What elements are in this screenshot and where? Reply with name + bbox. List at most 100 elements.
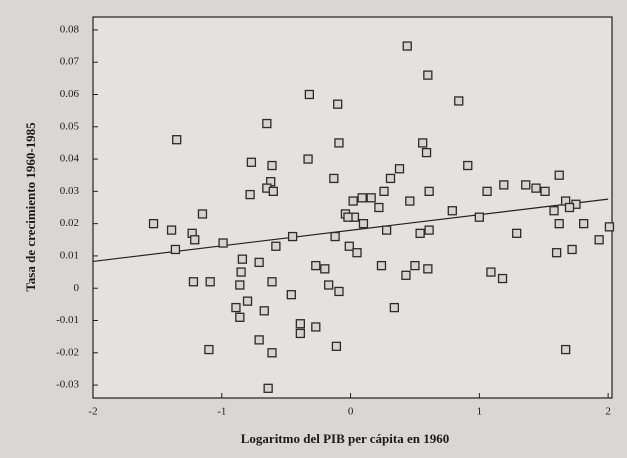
point xyxy=(245,189,255,200)
point xyxy=(324,280,334,290)
x-tick-label: -2 xyxy=(88,406,97,418)
point xyxy=(320,264,330,274)
point xyxy=(381,225,392,235)
point xyxy=(330,231,340,242)
y-tick-label: 0.05 xyxy=(60,120,80,132)
y-tick-label: -0.03 xyxy=(56,379,79,391)
point xyxy=(267,160,277,171)
point xyxy=(235,280,245,290)
point xyxy=(242,296,253,306)
point xyxy=(564,202,575,213)
point xyxy=(424,225,434,235)
point xyxy=(204,344,214,355)
point xyxy=(579,218,589,229)
point xyxy=(348,196,358,206)
point xyxy=(474,212,485,222)
point xyxy=(170,244,181,255)
point xyxy=(551,248,562,258)
y-tick-label: 0 xyxy=(74,282,80,294)
point xyxy=(344,241,354,251)
point xyxy=(594,235,604,245)
point xyxy=(295,328,305,339)
point xyxy=(499,180,509,190)
point xyxy=(531,183,541,193)
point xyxy=(267,277,277,287)
point xyxy=(267,348,277,358)
point xyxy=(447,206,457,216)
point xyxy=(343,212,353,222)
y-tick-label: 0.01 xyxy=(60,249,79,261)
y-tick-label: 0.07 xyxy=(60,56,80,68)
point xyxy=(374,202,384,213)
point xyxy=(366,193,376,203)
point xyxy=(421,147,432,158)
point xyxy=(166,225,177,235)
point xyxy=(331,341,342,351)
x-tick-label: -1 xyxy=(217,406,226,418)
point xyxy=(303,154,313,164)
point xyxy=(295,319,305,329)
point xyxy=(394,164,405,174)
point xyxy=(311,322,321,332)
point xyxy=(402,41,412,51)
point xyxy=(286,290,296,300)
point xyxy=(263,383,273,393)
point xyxy=(454,96,464,106)
point xyxy=(357,193,367,203)
point xyxy=(512,228,522,238)
point xyxy=(554,218,564,229)
point xyxy=(410,260,420,271)
point xyxy=(352,248,362,258)
point xyxy=(333,99,343,109)
point xyxy=(540,186,550,197)
x-tick-label: 0 xyxy=(348,406,354,418)
point xyxy=(418,138,428,148)
point xyxy=(379,186,389,197)
point xyxy=(415,228,425,238)
point xyxy=(497,273,508,284)
point xyxy=(334,138,344,148)
point xyxy=(172,135,182,145)
point xyxy=(246,157,257,167)
point xyxy=(236,267,246,277)
x-axis-label: Logaritmo del PIB per cápita en 1960 xyxy=(241,431,449,446)
point xyxy=(405,196,415,206)
point xyxy=(218,238,228,248)
point xyxy=(259,306,269,316)
point xyxy=(287,231,298,242)
point xyxy=(262,118,272,129)
point xyxy=(268,186,278,197)
point xyxy=(560,344,571,355)
point xyxy=(197,209,208,219)
point xyxy=(424,186,434,197)
point xyxy=(554,170,564,180)
y-tick-label: 0.03 xyxy=(60,185,80,197)
point xyxy=(231,302,241,313)
point xyxy=(329,173,339,184)
plot-frame xyxy=(92,16,613,399)
point xyxy=(463,160,473,171)
point xyxy=(423,264,433,274)
x-tick-label: 1 xyxy=(477,406,483,418)
point xyxy=(311,260,321,271)
point xyxy=(567,244,577,255)
point xyxy=(235,312,245,322)
point xyxy=(254,335,264,345)
point xyxy=(549,206,559,216)
point xyxy=(423,70,433,80)
point xyxy=(334,286,344,297)
y-tick-label: -0.01 xyxy=(56,314,79,326)
y-tick-label: -0.02 xyxy=(56,346,79,358)
point xyxy=(358,218,369,229)
y-tick-label: 0.06 xyxy=(60,88,80,100)
point xyxy=(148,218,159,229)
point xyxy=(486,267,496,277)
point xyxy=(385,173,396,184)
point xyxy=(190,235,200,245)
point xyxy=(188,277,199,287)
y-tick-label: 0.04 xyxy=(60,153,80,165)
point xyxy=(237,254,248,264)
point xyxy=(304,89,315,100)
